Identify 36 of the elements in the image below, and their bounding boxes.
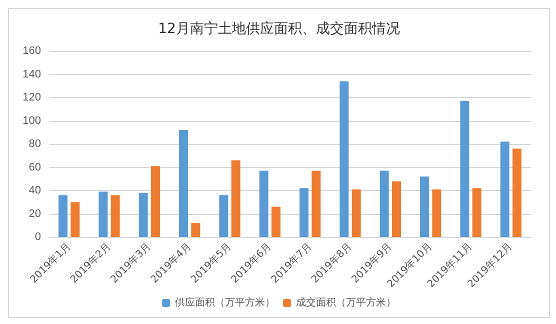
bar	[392, 181, 401, 237]
bar	[432, 189, 442, 237]
legend-label: 成交面积（万平方米）	[296, 296, 396, 308]
bar	[500, 142, 510, 237]
bar	[460, 100, 470, 237]
y-tick-label: 20	[28, 208, 41, 220]
bar	[110, 195, 120, 237]
bar	[312, 170, 321, 237]
legend-label: 供应面积（万平方米）	[175, 296, 275, 308]
bar	[219, 195, 228, 237]
bar	[138, 192, 148, 237]
bar	[420, 176, 430, 237]
y-tick-label: 80	[28, 138, 41, 150]
y-tick-label: 140	[22, 68, 41, 80]
bar	[58, 195, 68, 237]
bar	[352, 189, 361, 237]
bar	[340, 81, 349, 237]
bar	[70, 202, 80, 237]
bar	[512, 148, 522, 237]
bar	[150, 166, 160, 237]
bar	[472, 188, 482, 237]
bar	[98, 192, 108, 237]
y-tick-label: 160	[22, 45, 41, 57]
bar	[191, 223, 200, 237]
bar	[271, 206, 280, 237]
bar	[231, 160, 240, 237]
y-tick-label: 0	[34, 231, 41, 243]
y-tick-label: 40	[28, 184, 41, 196]
y-tick-label: 120	[22, 92, 41, 104]
bar	[300, 188, 309, 237]
y-tick-label: 100	[22, 114, 41, 127]
y-tick-label: 60	[28, 161, 41, 174]
chart-title: 12月南宁土地供应面积、成交面积情况	[158, 21, 400, 37]
bar	[380, 170, 389, 237]
bar	[259, 170, 268, 237]
bar	[179, 130, 188, 237]
